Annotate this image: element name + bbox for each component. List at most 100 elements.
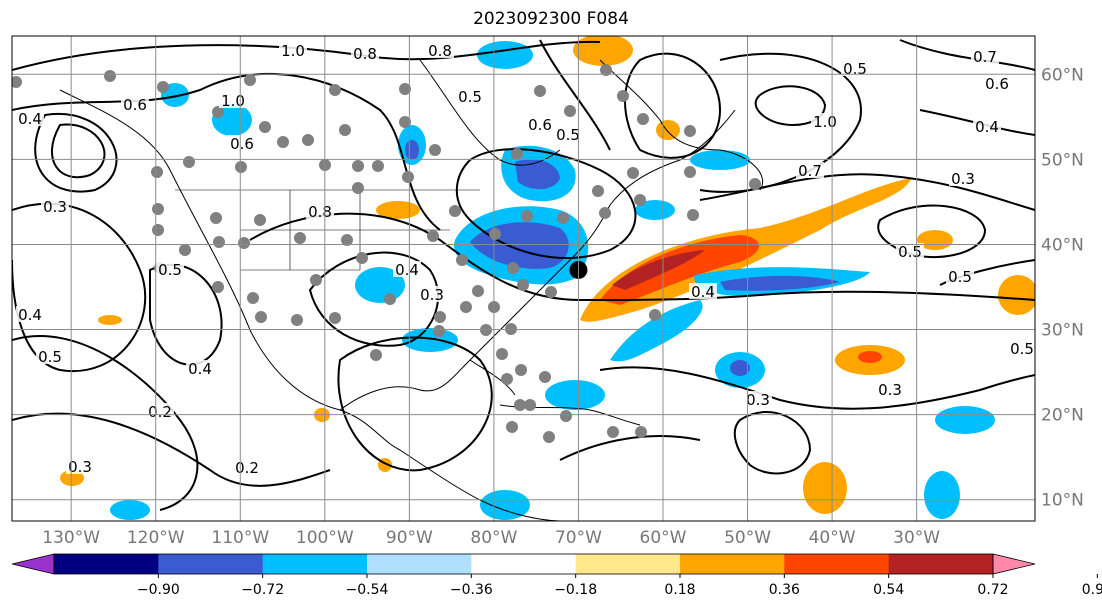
contour-label: 0.5: [556, 126, 580, 144]
colorbar-bin: [888, 554, 994, 574]
contour-label-background: [971, 48, 999, 64]
contour-label: 0.3: [68, 458, 92, 476]
longitude-label: 40°W: [809, 528, 856, 548]
contour-label-background: [156, 261, 184, 277]
contour-label: 0.2: [148, 403, 172, 421]
colorbar-bin: [158, 554, 264, 574]
colorbar-bin: [575, 554, 681, 574]
contour-label-background: [16, 110, 44, 126]
strong-negative-anomaly-east: [720, 275, 840, 291]
blob: [656, 120, 680, 140]
contour-label: 1.0: [221, 92, 245, 110]
contour-label: 0.4: [691, 283, 715, 301]
contour-label: 0.4: [395, 261, 419, 279]
colorbar-bin: [262, 554, 368, 574]
longitude-label: 60°W: [640, 528, 687, 548]
contour-label-background: [228, 135, 256, 151]
contour-label: 0.6: [230, 135, 254, 153]
latitude-labels: 60°N 50°N 40°N 30°N 20°N 10°N: [1041, 65, 1084, 510]
contour-label: 0.8: [308, 203, 332, 221]
colorbar-frame: [53, 553, 994, 575]
contour-label-background: [744, 391, 772, 407]
longitude-label: 30°W: [893, 528, 940, 548]
blob: [635, 200, 675, 220]
latitude-label: 60°N: [1041, 65, 1084, 85]
longitude-label: 90°W: [386, 528, 433, 548]
latitude-label: 30°N: [1041, 321, 1084, 341]
blob: [405, 140, 419, 160]
contour-label: 0.3: [878, 381, 902, 399]
contour-label-background: [876, 381, 904, 397]
contour-label: 0.5: [458, 88, 482, 106]
contour-label: 0.5: [843, 60, 867, 78]
contour-label: 0.5: [158, 261, 182, 279]
contour-label: 0.6: [528, 116, 552, 134]
blob: [690, 150, 750, 170]
contour-label: 0.8: [428, 42, 452, 60]
contour-label-background: [841, 60, 869, 76]
contour-label-background: [456, 88, 484, 104]
contour-label-background: [949, 170, 977, 186]
contour-label-background: [186, 360, 214, 376]
longitude-label: 110°W: [211, 528, 269, 548]
blob: [803, 462, 847, 514]
contour-label-background: [426, 42, 454, 58]
contour-label: 0.3: [746, 391, 770, 409]
contour-label: 0.5: [898, 243, 922, 261]
contour-label: 0.3: [420, 286, 444, 304]
longitude-label: 100°W: [296, 528, 354, 548]
blob: [730, 360, 750, 376]
contour-label: 0.6: [123, 96, 147, 114]
blob: [998, 275, 1035, 315]
contour-label: 1.0: [813, 113, 837, 131]
colorbar-tick-label: 0.18: [664, 582, 695, 598]
contour-label-background: [689, 283, 717, 299]
contour-label-background: [1008, 340, 1035, 356]
blob: [858, 351, 882, 363]
max-positive-anomaly: [612, 250, 705, 290]
contour-label-background: [351, 45, 379, 61]
borders: [175, 189, 480, 271]
contour-label-background: [306, 203, 334, 219]
contour-label-background: [526, 116, 554, 132]
contour-label-background: [973, 118, 1001, 134]
colorbar-tick-label: 0.90: [1082, 582, 1102, 598]
map-frame: [11, 35, 1036, 522]
latitude-label: 20°N: [1041, 406, 1084, 426]
longitude-label: 80°W: [470, 528, 517, 548]
blob: [924, 471, 960, 519]
colorbar: −0.90 −0.72 −0.54 −0.36 −0.18 0.18 0.36 0.54 0.7…: [11, 553, 1102, 598]
contour-label: 0.5: [948, 268, 972, 286]
colorbar-tick-label: −0.54: [346, 582, 389, 598]
contour-label: 0.4: [188, 360, 212, 378]
map-title: 2023092300 F084: [473, 9, 629, 29]
latitude-label: 50°N: [1041, 150, 1084, 170]
colorbar-extend-low: [11, 553, 55, 575]
contour-label: 0.4: [18, 110, 42, 128]
contour-label-background: [121, 96, 149, 112]
contour-label: 1.0: [281, 42, 305, 60]
contour-label: 0.5: [38, 348, 62, 366]
station-dots: [12, 64, 761, 443]
colorbar-tick-label: −0.90: [137, 582, 180, 598]
colorbar-tick-label: 0.72: [977, 582, 1008, 598]
strong-positive-anomaly: [600, 235, 759, 305]
colorbar-bin: [367, 554, 472, 574]
longitude-label: 50°W: [724, 528, 771, 548]
colorbar-extend-high: [992, 553, 1036, 575]
colorbar-tick-label: −0.18: [554, 582, 597, 598]
blob: [477, 41, 533, 69]
contour-label: 0.6: [985, 75, 1009, 93]
contour-label-background: [66, 458, 94, 474]
contour-label: 0.7: [973, 48, 997, 66]
blob: [110, 500, 150, 520]
colorbar-tick-label: 0.36: [769, 582, 800, 598]
contour-label-background: [796, 162, 824, 178]
contour-label: 0.2: [235, 459, 259, 477]
contour-label-background: [946, 268, 974, 284]
contour-label-background: [36, 348, 64, 364]
contour-label: 0.3: [43, 198, 67, 216]
contour-label-background: [418, 286, 446, 302]
blob: [98, 315, 122, 325]
